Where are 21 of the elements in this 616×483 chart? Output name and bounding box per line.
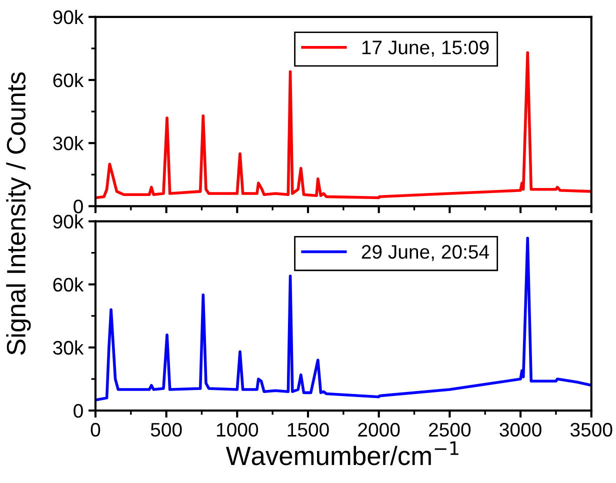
x-tick-label: 1500 — [288, 422, 329, 437]
x-tick-label: 0 — [90, 422, 100, 437]
y-tick-label: 90k — [53, 10, 84, 24]
y-axis-title: Signal Intensity / Counts — [6, 72, 31, 355]
x-tick-label: 500 — [150, 422, 182, 437]
y-tick-label: 30k — [53, 136, 84, 150]
y-tick-label: 90k — [53, 214, 84, 229]
x-tick-label: 3000 — [500, 422, 542, 437]
x-axis-title: Wavemumber/cm$^{−1}$ — [226, 441, 458, 466]
x-tick-label: 2000 — [358, 422, 400, 437]
y-tick-label: 0 — [74, 404, 83, 418]
legend-label: 17 June, 15:09 — [362, 40, 489, 57]
legend-label: 29 June, 20:54 — [362, 244, 490, 262]
y-tick-label: 60k — [53, 277, 84, 292]
y-tick-label: 0 — [74, 200, 83, 214]
x-tick-label: 2500 — [429, 422, 471, 437]
x-tick-label: 1000 — [217, 422, 258, 437]
y-tick-label: 60k — [53, 72, 84, 88]
y-tick-label: 30k — [53, 340, 84, 355]
line-series — [95, 236, 592, 402]
x-tick-label: 3500 — [570, 422, 612, 437]
